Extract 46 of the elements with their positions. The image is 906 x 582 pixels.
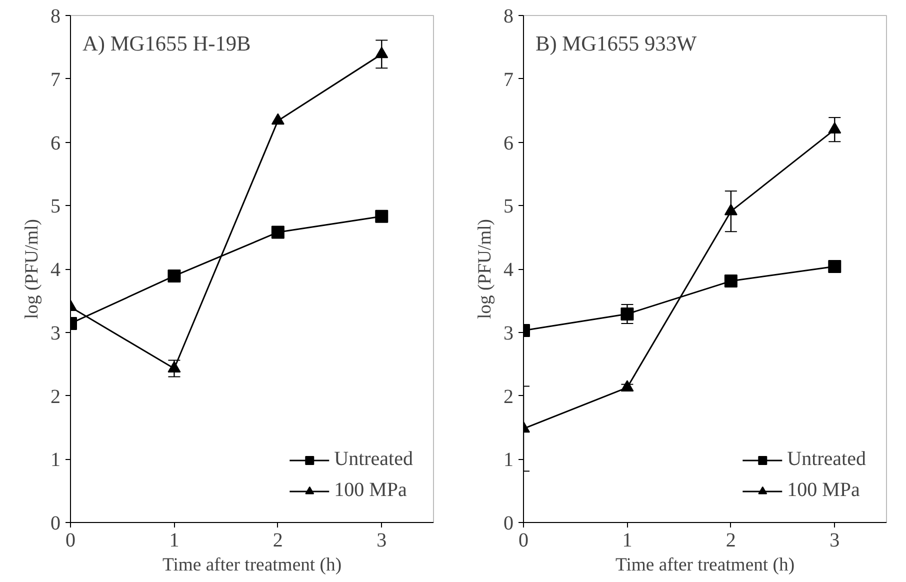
point — [724, 274, 738, 288]
y-axis-title: log (PFU/ml) — [474, 218, 496, 320]
point — [168, 269, 181, 282]
y-axis-title: log (PFU/ml) — [22, 218, 42, 320]
y-tick-label: 5 — [50, 196, 60, 218]
x-tick-label: 0 — [66, 530, 76, 552]
point — [375, 46, 388, 58]
y-tick-label: 0 — [50, 512, 60, 534]
x-tick-label: 3 — [830, 530, 840, 552]
legend-label: Untreated — [787, 448, 866, 471]
y-tick-label: 7 — [504, 68, 514, 91]
y-tick-label: 5 — [504, 196, 514, 218]
y-tick-label: 4 — [50, 259, 60, 281]
point — [375, 210, 388, 223]
y-tick-label: 4 — [504, 259, 514, 281]
x-tick-label: 3 — [376, 530, 387, 552]
x-tick-label: 2 — [726, 530, 736, 552]
x-tick-label: 1 — [622, 530, 632, 552]
legend-label: Untreated — [334, 448, 413, 471]
point — [724, 204, 738, 216]
point — [828, 260, 842, 273]
point — [271, 113, 284, 125]
x-tick-label: 1 — [169, 530, 180, 552]
x-axis-title: Time after treatment (h) — [162, 554, 342, 576]
text: B) MG1655 933W — [536, 32, 698, 56]
legend-label: 100 MPa — [787, 479, 860, 502]
x-axis-title: Time after treatment (h) — [615, 554, 795, 576]
x-tick-label: 2 — [272, 530, 283, 552]
y-tick-label: 0 — [504, 512, 514, 534]
y-tick-label: 2 — [50, 386, 60, 408]
y-tick-label: 6 — [504, 132, 514, 154]
legend-label: 100 MPa — [334, 479, 407, 502]
point — [828, 122, 842, 134]
y-tick-label: 3 — [504, 322, 514, 344]
point — [271, 226, 284, 239]
y-tick-label: 1 — [50, 449, 60, 472]
y-tick-label: 8 — [504, 6, 514, 28]
point — [620, 307, 634, 320]
y-tick-label: 2 — [504, 386, 514, 408]
y-tick-label: 7 — [50, 68, 60, 91]
y-tick-label: 8 — [50, 6, 60, 28]
text: A) MG1655 H-19B — [82, 32, 251, 56]
y-tick-label: 1 — [504, 449, 514, 472]
y-tick-label: 6 — [50, 132, 60, 154]
x-tick-label: 0 — [518, 530, 528, 552]
y-tick-label: 3 — [50, 322, 60, 344]
